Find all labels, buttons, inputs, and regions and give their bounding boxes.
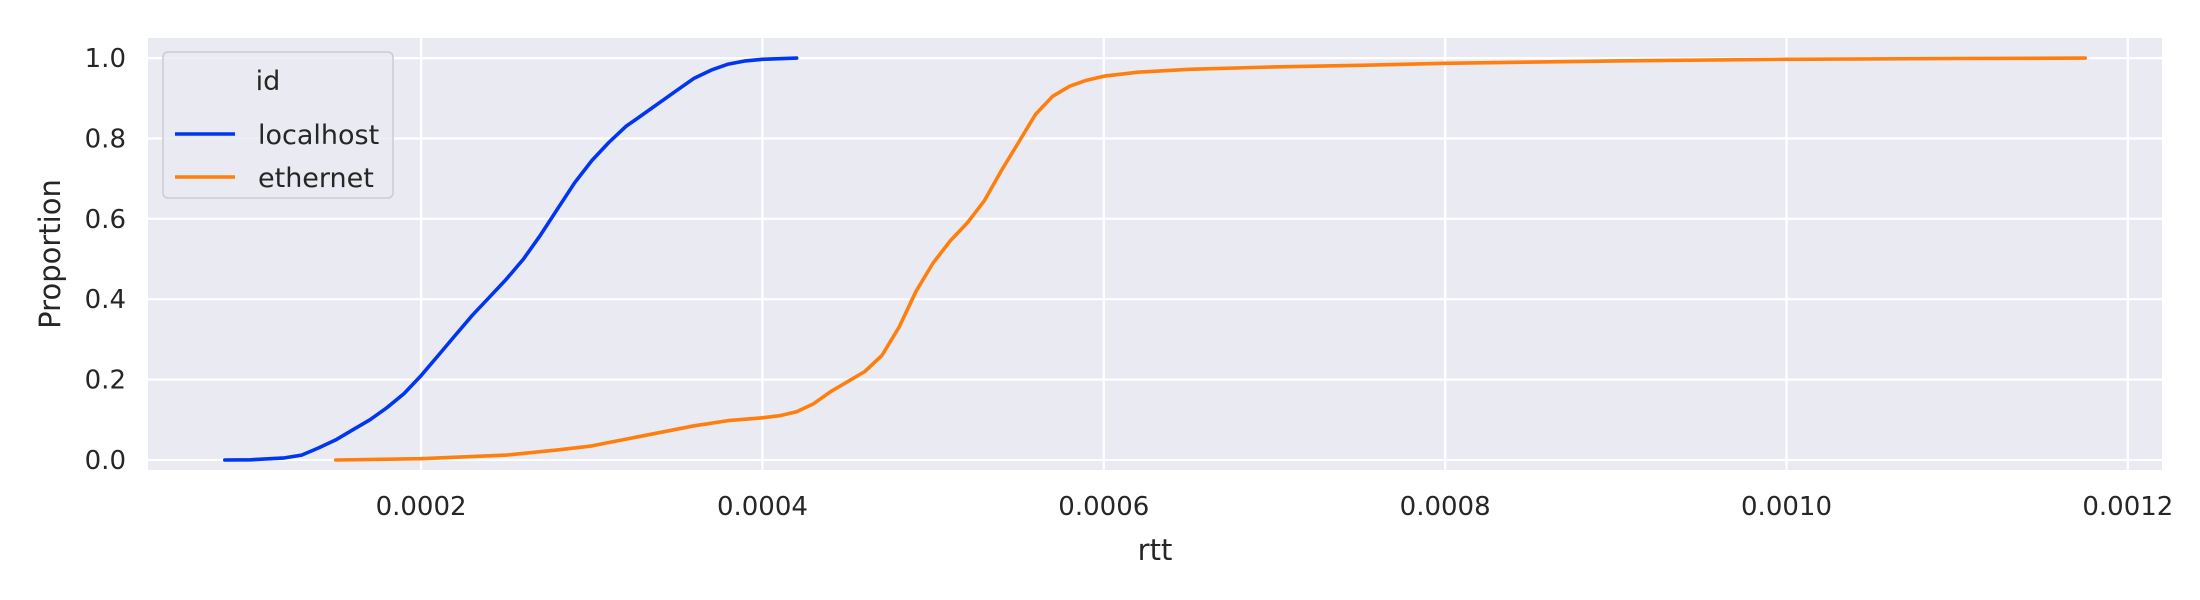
x-tick-label: 0.0002 [376,492,467,522]
y-tick-labels: 0.0 0.2 0.4 0.6 0.8 1.0 [85,44,126,476]
x-tick-label: 0.0004 [717,492,808,522]
legend-label-ethernet: ethernet [258,163,374,194]
y-tick-label: 0.8 [85,124,126,154]
legend: id localhost ethernet [162,51,394,199]
legend-box [162,51,394,199]
y-tick-label: 0.6 [85,205,126,235]
series-line-ethernet [333,56,2087,462]
x-tick-labels: 0.0002 0.0004 0.0006 0.0008 0.0010 0.0012 [376,492,2174,522]
legend-label-localhost: localhost [258,120,379,151]
x-tick-label: 0.0012 [2082,492,2173,522]
plot-background [148,38,2162,470]
legend-title: id [256,66,281,97]
x-axis-label: rtt [1138,533,1173,567]
legend-items: localhost ethernet [175,120,379,194]
series-layer [223,56,2087,462]
series-line-localhost [223,56,799,462]
y-tick-label: 1.0 [85,44,126,74]
x-tick-label: 0.0006 [1058,492,1149,522]
y-tick-label: 0.4 [85,285,126,315]
y-axis-label: Proportion [33,179,67,329]
y-tick-label: 0.0 [85,446,126,476]
x-tick-label: 0.0008 [1400,492,1491,522]
x-tick-label: 0.0010 [1741,492,1832,522]
y-tick-label: 0.2 [85,366,126,396]
